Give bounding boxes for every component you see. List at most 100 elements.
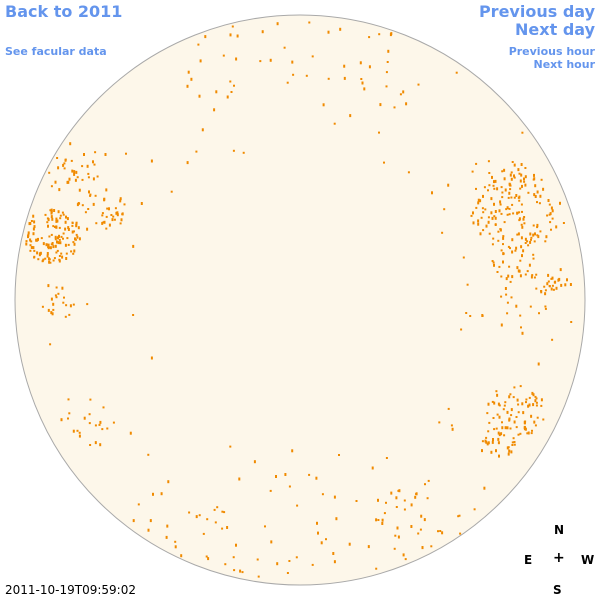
feature-speck (201, 128, 204, 132)
feature-speck (506, 446, 509, 450)
feature-speck (59, 214, 62, 217)
feature-speck (186, 84, 189, 88)
feature-speck (71, 224, 74, 227)
feature-speck (509, 188, 512, 191)
feature-speck (187, 70, 190, 74)
feature-speck (40, 237, 43, 240)
feature-speck (99, 443, 102, 447)
feature-speck (502, 236, 505, 240)
feature-speck (288, 560, 291, 562)
feature-speck (33, 256, 36, 259)
feature-speck (407, 171, 410, 174)
feature-speck (529, 232, 532, 236)
feature-speck (535, 401, 538, 404)
feature-speck (52, 308, 55, 311)
feature-speck (532, 403, 535, 407)
feature-speck (501, 426, 504, 430)
feature-speck (383, 161, 385, 164)
feature-speck (361, 81, 364, 85)
feature-speck (381, 522, 384, 525)
feature-speck (544, 305, 547, 308)
feature-speck (493, 202, 495, 206)
feature-speck (213, 108, 216, 112)
feature-speck (503, 168, 506, 172)
feature-speck (532, 178, 535, 181)
feature-speck (496, 393, 499, 397)
feature-speck (50, 211, 53, 215)
feature-speck (471, 170, 474, 173)
feature-speck (321, 493, 324, 496)
feature-speck (479, 232, 482, 236)
feature-speck (104, 153, 107, 156)
feature-speck (198, 514, 201, 517)
next-day-link[interactable]: Next day (515, 20, 595, 39)
feature-speck (72, 241, 75, 244)
feature-speck (233, 569, 236, 572)
feature-speck (387, 49, 390, 53)
feature-speck (52, 259, 55, 262)
feature-speck (215, 90, 218, 94)
feature-speck (27, 233, 30, 237)
feature-speck (555, 225, 558, 229)
feature-speck (511, 250, 514, 254)
feature-speck (224, 563, 227, 566)
feature-speck (508, 213, 511, 216)
feature-speck (417, 83, 420, 86)
feature-speck (54, 180, 57, 184)
feature-speck (94, 151, 97, 154)
feature-speck (522, 217, 525, 221)
feature-speck (338, 454, 340, 456)
feature-speck (523, 177, 525, 181)
feature-speck (496, 413, 499, 416)
feature-speck (284, 473, 287, 476)
feature-speck (32, 227, 35, 231)
feature-speck (49, 343, 52, 346)
feature-speck (140, 202, 143, 205)
feature-speck (394, 534, 397, 537)
feature-speck (508, 418, 511, 422)
facular-data-link[interactable]: See facular data (5, 45, 107, 58)
feature-speck (529, 305, 532, 308)
feature-speck (521, 402, 524, 406)
feature-speck (54, 226, 56, 228)
feature-speck (530, 414, 533, 418)
next-hour-link[interactable]: Next hour (533, 58, 596, 71)
feature-speck (385, 71, 388, 74)
feature-speck (65, 257, 68, 260)
feature-speck (544, 289, 547, 292)
feature-speck (47, 247, 50, 250)
feature-speck (494, 210, 497, 213)
feature-speck (36, 251, 39, 255)
feature-speck (25, 240, 28, 243)
feature-speck (405, 102, 408, 106)
feature-speck (38, 252, 41, 256)
feature-speck (552, 288, 555, 291)
feature-speck (475, 162, 478, 165)
feature-speck (41, 259, 44, 262)
feature-speck (60, 252, 63, 255)
feature-speck (359, 61, 362, 65)
feature-speck (536, 201, 538, 204)
feature-speck (485, 224, 488, 228)
feature-speck (377, 498, 379, 502)
previous-hour-link[interactable]: Previous hour (508, 45, 595, 58)
feature-speck (72, 303, 75, 306)
feature-speck (517, 196, 520, 199)
previous-day-link[interactable]: Previous day (478, 2, 595, 21)
feature-speck (480, 216, 483, 219)
feature-speck (420, 514, 423, 518)
feature-speck (469, 315, 472, 317)
feature-speck (522, 249, 525, 253)
feature-speck (515, 426, 518, 429)
feature-speck (204, 35, 207, 39)
feature-speck (195, 515, 198, 519)
feature-speck (494, 223, 497, 226)
feature-speck (551, 284, 554, 287)
feature-speck (45, 243, 48, 247)
feature-speck (521, 131, 524, 134)
feature-speck (58, 259, 61, 263)
back-to-year-link[interactable]: Back to 2011 (5, 2, 123, 21)
feature-speck (102, 406, 105, 409)
feature-speck (404, 558, 407, 561)
feature-speck (482, 211, 485, 214)
